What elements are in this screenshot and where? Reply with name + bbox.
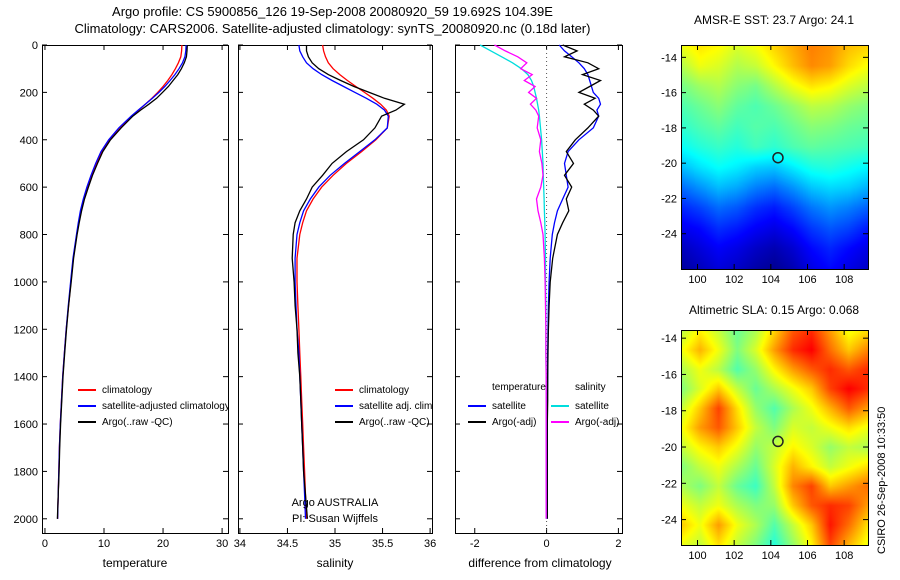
sst-map-image: [681, 45, 868, 269]
legend-label: satellite adj. clim.: [359, 400, 432, 412]
figure-title: Argo profile: CS 5900856_126 19-Sep-2008…: [112, 4, 553, 19]
sst-map-title: AMSR-E SST: 23.7 Argo: 24.1: [693, 13, 855, 27]
legend-item: satellite: [551, 398, 651, 414]
legend-difference-panel: temperature salinity satellite satellite…: [468, 382, 651, 430]
svg-text:0: 0: [544, 538, 550, 550]
svg-text:35.5: 35.5: [372, 538, 393, 550]
legend-column-header-salinity: salinity: [575, 382, 606, 393]
svg-text:36: 36: [424, 538, 436, 550]
legend-item: satellite-adjusted climatology: [78, 398, 228, 414]
svg-text:-22: -22: [661, 193, 677, 205]
legend-item: climatology: [335, 382, 432, 398]
legend-item: climatology: [78, 382, 228, 398]
argo-line-swatch: [335, 421, 353, 423]
svg-text:35: 35: [329, 538, 341, 550]
sal-argo-line-swatch: [551, 421, 569, 423]
svg-text:104: 104: [762, 550, 780, 562]
svg-text:-16: -16: [661, 88, 677, 100]
svg-text:1000: 1000: [14, 277, 38, 289]
temperature-axis-label: temperature: [102, 556, 168, 570]
svg-text:-18: -18: [661, 123, 677, 135]
legend-label: satellite-adjusted climatology: [102, 400, 228, 412]
svg-text:108: 108: [835, 274, 853, 286]
svg-text:106: 106: [798, 274, 816, 286]
legend-column-header-temperature: temperature: [492, 382, 546, 393]
salinity-axis-label: salinity: [316, 556, 354, 570]
legend-label: climatology: [359, 384, 410, 396]
argo-line-swatch: [78, 421, 96, 423]
legend-label: Argo(..raw -QC): [359, 416, 430, 428]
argo-australia-line: Argo AUSTRALIA: [291, 497, 379, 509]
svg-text:34.5: 34.5: [277, 538, 298, 550]
svg-text:102: 102: [725, 550, 743, 562]
svg-text:1600: 1600: [14, 419, 38, 431]
sal-satellite-line-swatch: [551, 405, 569, 407]
svg-text:1400: 1400: [14, 372, 38, 384]
svg-text:10: 10: [98, 538, 110, 550]
sla-map-image: [681, 330, 868, 545]
svg-text:106: 106: [798, 550, 816, 562]
svg-text:600: 600: [20, 182, 38, 194]
svg-text:108: 108: [835, 550, 853, 562]
svg-text:20: 20: [157, 538, 169, 550]
svg-text:1800: 1800: [14, 466, 38, 478]
svg-text:200: 200: [20, 87, 38, 99]
legend-item: Argo(..raw -QC): [335, 414, 432, 430]
legend-item: satellite adj. clim.: [335, 398, 432, 414]
svg-text:-22: -22: [661, 478, 677, 490]
legend-label: Argo(..raw -QC): [102, 416, 173, 428]
csiro-timestamp-note: CSIRO 26-Sep-2008 10:33:50: [876, 406, 888, 554]
climatology-line-swatch: [335, 389, 353, 391]
legend-item: satellite: [468, 398, 551, 414]
svg-text:-20: -20: [661, 442, 677, 454]
svg-text:-20: -20: [661, 158, 677, 170]
svg-text:34: 34: [234, 538, 246, 550]
legend-label: Argo(-adj): [492, 416, 537, 428]
svg-text:400: 400: [20, 135, 38, 147]
svg-text:-14: -14: [661, 52, 677, 64]
pi-line: PI: Susan Wijffels: [292, 513, 378, 525]
legend-item: Argo(..raw -QC): [78, 414, 228, 430]
svg-text:-18: -18: [661, 406, 677, 418]
svg-text:104: 104: [762, 274, 780, 286]
legend-temperature-panel: climatology satellite-adjusted climatolo…: [78, 382, 228, 430]
argo-australia-note: Argo AUSTRALIA PI: Susan Wijffels: [238, 495, 432, 527]
svg-text:100: 100: [688, 274, 706, 286]
svg-text:0: 0: [32, 40, 38, 52]
svg-text:102: 102: [725, 274, 743, 286]
legend-label: satellite: [575, 400, 609, 412]
svg-text:-16: -16: [661, 369, 677, 381]
svg-text:0: 0: [42, 538, 48, 550]
svg-text:800: 800: [20, 230, 38, 242]
climatology-line-swatch: [78, 389, 96, 391]
legend-item: Argo(-adj): [468, 414, 551, 430]
svg-text:-2: -2: [470, 538, 480, 550]
svg-text:-24: -24: [661, 515, 677, 527]
legend-label: Argo(-adj): [575, 416, 620, 428]
svg-text:2000: 2000: [14, 514, 38, 526]
svg-text:-14: -14: [661, 333, 677, 345]
svg-text:-24: -24: [661, 229, 677, 241]
temp-argo-line-swatch: [468, 421, 486, 423]
svg-text:100: 100: [688, 550, 706, 562]
satellite-adjusted-line-swatch: [78, 405, 96, 407]
svg-text:30: 30: [216, 538, 228, 550]
legend-salinity-panel: climatology satellite adj. clim. Argo(..…: [335, 382, 432, 430]
difference-axis-label: difference from climatology: [468, 556, 612, 570]
legend-label: satellite: [492, 400, 526, 412]
svg-text:1200: 1200: [14, 324, 38, 336]
sla-map-title: Altimetric SLA: 0.15 Argo: 0.068: [688, 303, 860, 317]
legend-label: climatology: [102, 384, 153, 396]
temp-satellite-line-swatch: [468, 405, 486, 407]
satellite-adj-clim-line-swatch: [335, 405, 353, 407]
svg-text:2: 2: [615, 538, 621, 550]
legend-item: Argo(-adj): [551, 414, 651, 430]
figure-subtitle: Climatology: CARS2006. Satellite-adjuste…: [74, 21, 591, 36]
